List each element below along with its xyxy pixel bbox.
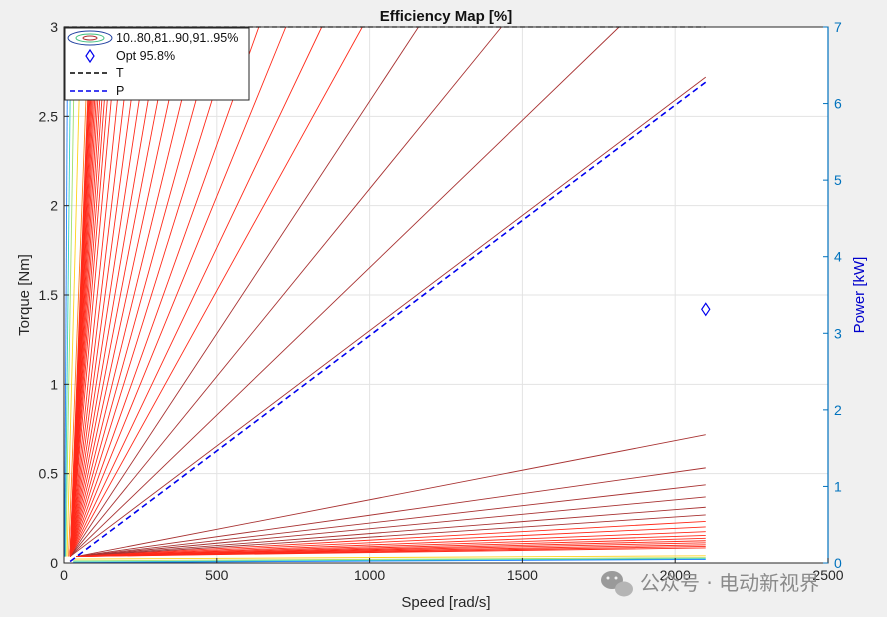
efficiency-contour-line [69,26,173,557]
y-tick-label: 1 [50,376,58,392]
efficiency-contour-line [69,26,502,557]
efficiency-contour-line [76,526,706,558]
watermark-text: 公众号 · 电动新视界 [640,571,819,595]
y2-tick-label: 4 [834,249,842,265]
x-tick-label: 0 [60,567,68,583]
efficiency-contour-line [76,531,706,558]
x-tick-label: 1500 [507,567,538,583]
y2-tick-label: 7 [834,19,842,35]
x-tick-label: 1000 [354,567,385,583]
y2-tick-label: 6 [834,96,842,112]
y-tick-label: 1.5 [39,287,59,303]
axes: 0 500 1000 1500 2000 250000.511.522.530123456… [39,19,844,583]
efficiency-contour-line [76,547,706,558]
x-tick-label: 2500 [812,567,843,583]
efficiency-contour-line [68,26,90,557]
legend-contour-icon [67,30,113,46]
opt-efficiency-marker [701,302,711,317]
efficiency-contour-line [69,26,134,557]
efficiency-contour-line [69,26,217,557]
efficiency-contour-line [64,26,72,557]
x-axis-label: Speed [rad/s] [401,594,490,611]
efficiency-contour-line [69,26,142,557]
y2-tick-label: 5 [834,172,842,188]
watermark: 公众号 · 电动新视界 [601,571,819,597]
legend-marker-opt [85,48,95,64]
y-tick-label: 0 [50,555,58,571]
efficiency-contour-line [76,484,706,558]
efficiency-contour-line [64,26,69,557]
y-tick-label: 0.5 [39,466,59,482]
efficiency-contour-line [69,26,111,557]
efficiency-contour-line [69,26,91,557]
efficiency-contour-line [69,26,323,557]
efficiency-contour-line [69,26,186,557]
efficiency-contour-line [69,26,419,557]
efficiency-contour-line [73,558,706,564]
efficiency-contour-line [73,558,706,563]
chart-title: Efficiency Map [%] [380,8,513,25]
y-tick-label: 3 [50,19,58,35]
efficiency-contour-line [76,506,706,558]
y2-axis-label: Power [kW] [851,257,868,334]
y2-tick-label: 3 [834,325,842,341]
efficiency-contour-line [76,514,706,558]
legend-label-t: T [116,66,124,80]
x-tick-label: 500 [205,567,229,583]
wechat-icon [601,571,633,597]
y-axis-label: Torque [Nm] [16,254,33,336]
y2-tick-label: 2 [834,402,842,418]
efficiency-contours [64,26,707,564]
efficiency-contour-line [69,26,200,557]
efficiency-contour-line [65,26,76,557]
power-line [69,81,707,563]
efficiency-contour-line [76,467,706,558]
y-tick-label: 2 [50,198,58,214]
efficiency-contour-line [69,26,236,557]
efficiency-contour-line [73,557,706,562]
grid-lines [63,26,829,564]
y2-tick-label: 0 [834,555,842,571]
efficiency-contour-line [69,26,162,557]
efficiency-contour-line [76,534,706,558]
legend-box [64,27,250,101]
x-tick-label: 2000 [660,567,691,583]
efficiency-contour-line [73,555,706,560]
efficiency-contour-line [69,26,151,557]
efficiency-contour-line [76,434,706,558]
efficiency-contour-line [69,26,287,557]
efficiency-contour-line [76,520,706,558]
y-tick-label: 2.5 [39,108,59,124]
legend-label-contour: 10..80,81..90,91..95% [116,31,238,45]
efficiency-contour-line [69,76,707,557]
legend-label-opt: Opt 95.8% [116,49,175,63]
efficiency-contour-line [76,496,706,558]
legend: 10..80,81..90,91..95% Opt 95.8% T P [64,27,250,101]
legend-label-p: P [116,84,124,98]
efficiency-contour-line [69,26,119,557]
efficiency-contour-line [69,26,260,557]
efficiency-contour-line [66,26,82,557]
y2-tick-label: 1 [834,478,842,494]
efficiency-contour-line [69,26,620,557]
efficiency-contour-line [69,26,126,557]
efficiency-contour-line [69,26,363,557]
efficiency-contour-line [69,26,114,557]
